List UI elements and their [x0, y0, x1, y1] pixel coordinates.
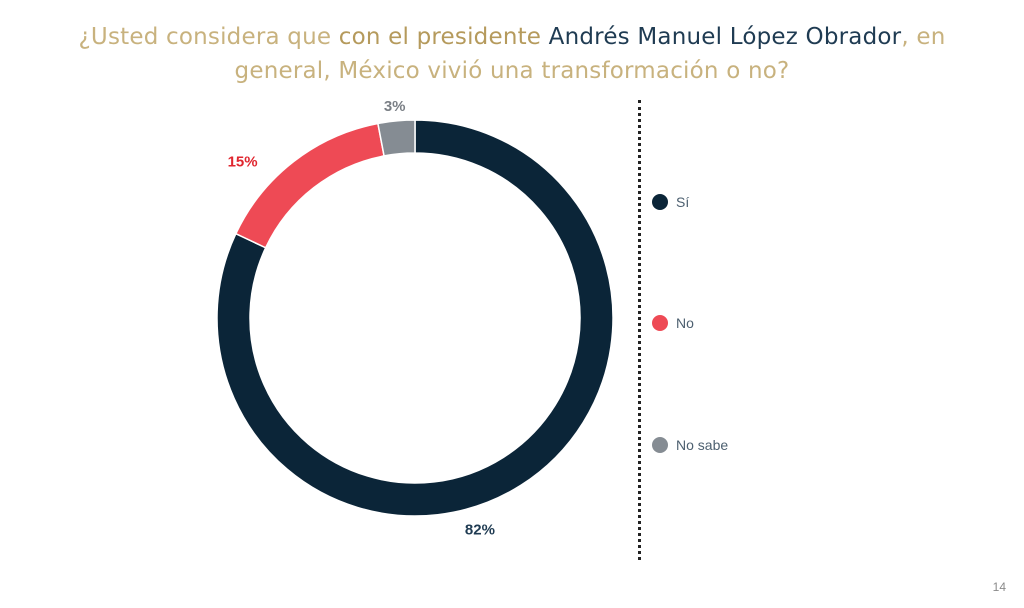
legend-label-no-sabe: No sabe: [676, 437, 729, 453]
legend-dot-no: [652, 315, 668, 331]
chart-title: ¿Usted considera que con el presidente A…: [0, 20, 1024, 88]
legend-item-no-sabe: No sabe: [652, 435, 728, 455]
legend-item-si: Sí: [652, 192, 689, 212]
legend-item-no: No: [652, 313, 694, 333]
page-number: 14: [992, 580, 1006, 594]
data-label-si: 82%: [465, 521, 495, 538]
data-label-no-sabe: 3%: [384, 98, 406, 115]
legend-label-si: Sí: [676, 194, 690, 210]
legend-dot-si: [652, 194, 668, 210]
donut-slice-si: [216, 119, 614, 517]
title-line-2: general, México vivió una transformación…: [234, 58, 790, 84]
donut-slice-no: [234, 122, 385, 249]
data-label-no: 15%: [228, 154, 258, 171]
donut-slice-no-sabe: [377, 119, 416, 157]
title-part-1: ¿Usted considera que: [78, 24, 339, 50]
title-part-4: , en: [901, 24, 946, 50]
legend-label-no: No: [676, 315, 694, 331]
legend-divider: [638, 100, 641, 560]
title-line-1: ¿Usted considera que con el presidente A…: [0, 20, 1024, 54]
legend-dot-no-sabe: [652, 437, 668, 453]
title-part-3: Andrés Manuel López Obrador: [548, 24, 902, 50]
title-part-2: con el presidente: [338, 24, 549, 50]
